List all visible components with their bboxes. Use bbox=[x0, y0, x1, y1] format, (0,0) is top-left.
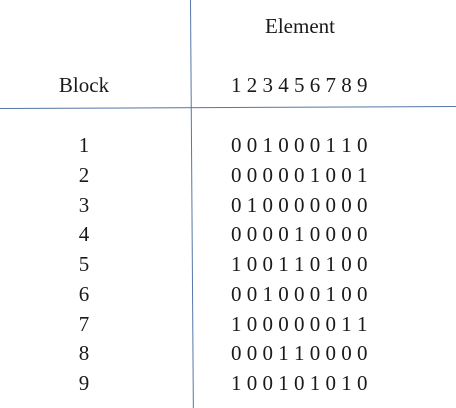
block-number: 8 bbox=[78, 341, 90, 366]
block-number: 3 bbox=[78, 192, 90, 217]
incidence-values: 1 0 0 0 0 0 0 1 1 bbox=[231, 311, 368, 336]
table-row: 6 0 0 1 0 0 0 1 0 0 bbox=[0, 282, 456, 306]
table-row: 5 1 0 0 1 1 0 1 0 0 bbox=[0, 252, 456, 276]
table-row: 3 0 1 0 0 0 0 0 0 0 bbox=[0, 193, 456, 217]
block-number: 5 bbox=[78, 252, 90, 276]
element-numbers: 1 2 3 4 5 6 7 8 9 bbox=[231, 73, 368, 97]
block-number: 2 bbox=[78, 162, 90, 187]
incidence-values: 0 0 1 0 0 0 1 1 0 bbox=[231, 133, 368, 157]
table-row: 9 1 0 0 1 0 1 0 1 0 bbox=[0, 371, 456, 395]
incidence-values: 0 0 0 1 1 0 0 0 0 bbox=[231, 341, 368, 366]
incidence-values: 0 1 0 0 0 0 0 0 0 bbox=[231, 192, 368, 217]
block-number: 7 bbox=[78, 311, 90, 336]
block-header: Block bbox=[58, 73, 110, 97]
incidence-values: 1 0 0 1 1 0 1 0 0 bbox=[231, 252, 368, 276]
table-row: 4 0 0 0 0 1 0 0 0 0 bbox=[0, 222, 456, 246]
block-number: 4 bbox=[78, 222, 90, 247]
table-row: 8 0 0 0 1 1 0 0 0 0 bbox=[0, 341, 456, 365]
table-row: 7 1 0 0 0 0 0 0 1 1 bbox=[0, 312, 456, 336]
incidence-values: 0 0 1 0 0 0 1 0 0 bbox=[231, 281, 368, 306]
block-number: 1 bbox=[78, 133, 90, 157]
horizontal-divider bbox=[0, 106, 456, 109]
table-row: 2 0 0 0 0 0 1 0 0 1 bbox=[0, 163, 456, 187]
element-header: Element bbox=[265, 14, 335, 38]
incidence-values: 0 0 0 0 0 1 0 0 1 bbox=[231, 162, 368, 187]
incidence-values: 1 0 0 1 0 1 0 1 0 bbox=[231, 371, 368, 395]
block-number: 9 bbox=[78, 371, 90, 395]
block-number: 6 bbox=[78, 281, 90, 306]
table-row: 1 0 0 1 0 0 0 1 1 0 bbox=[0, 133, 456, 157]
incidence-values: 0 0 0 0 1 0 0 0 0 bbox=[231, 222, 368, 247]
